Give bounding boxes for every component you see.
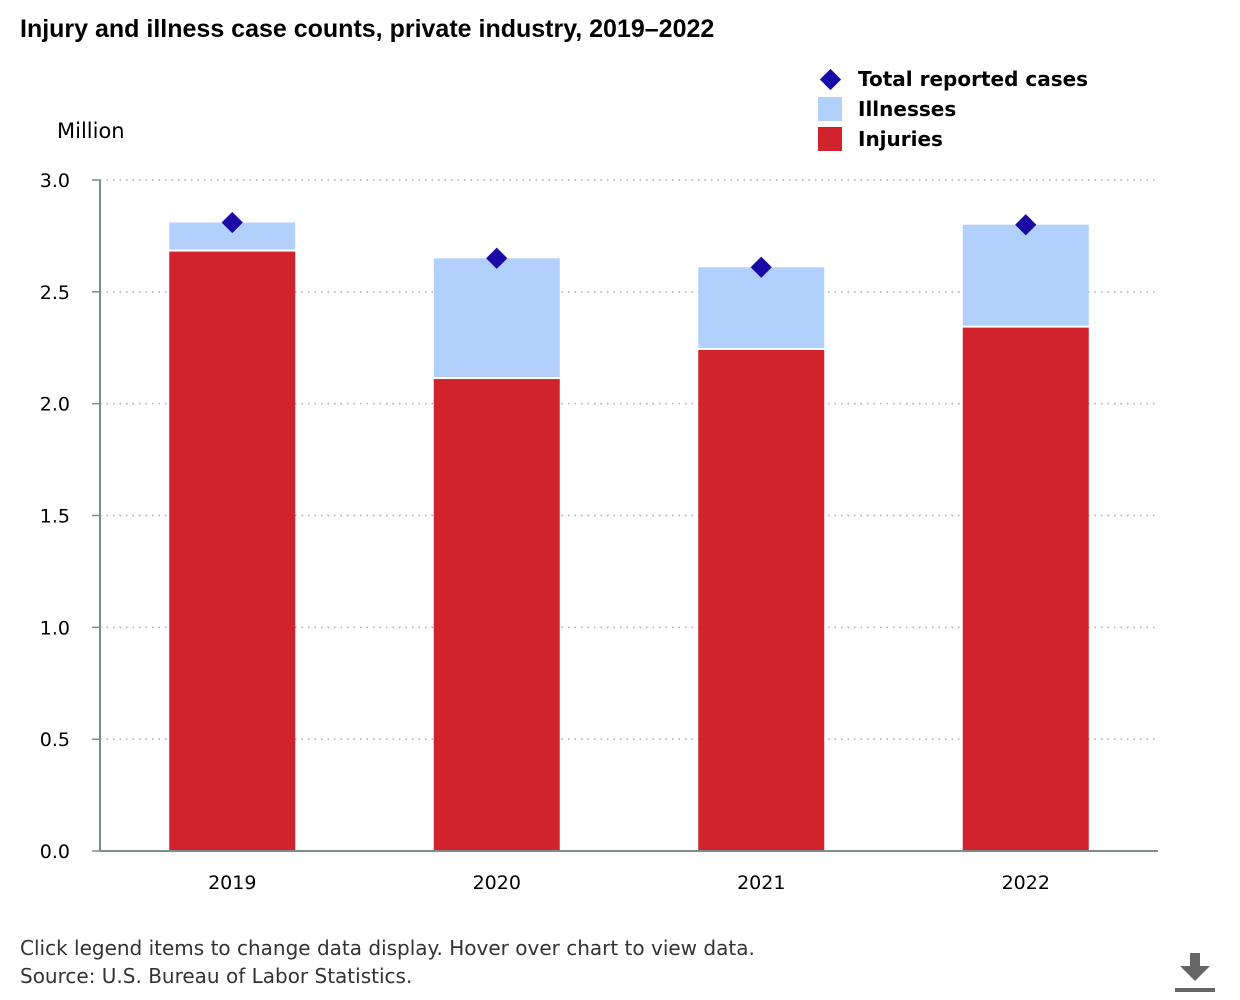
legend-swatch-illnesses	[818, 97, 842, 121]
footnote-instructions: Click legend items to change data displa…	[20, 936, 755, 960]
bar-injuries-2021	[698, 349, 825, 851]
chart-legend: Total reported cases Illnesses Injuries	[818, 64, 1088, 154]
x-tick-label: 2021	[737, 872, 785, 894]
y-tick-label: 2.0	[40, 394, 70, 416]
y-tick-label: 3.0	[40, 170, 70, 192]
y-tick-label: 1.0	[40, 617, 70, 639]
y-tick-label: 2.5	[40, 282, 70, 304]
x-tick-label: 2019	[208, 872, 256, 894]
bar-illnesses-2021	[698, 267, 825, 348]
legend-item-injuries[interactable]: Injuries	[818, 124, 1088, 154]
bar-illnesses-2020	[433, 258, 560, 378]
bar-injuries-2020	[433, 379, 560, 851]
download-icon[interactable]	[1172, 950, 1218, 994]
legend-item-total[interactable]: Total reported cases	[818, 64, 1088, 94]
y-tick-label: 0.5	[40, 729, 70, 751]
x-tick-label: 2020	[473, 872, 521, 894]
legend-item-illnesses[interactable]: Illnesses	[818, 94, 1088, 124]
y-tick-label: 1.5	[40, 506, 70, 528]
y-tick-label: 0.0	[40, 841, 70, 863]
marker-total-2021	[750, 256, 772, 278]
legend-swatch-injuries	[818, 127, 842, 151]
legend-label-illnesses: Illnesses	[858, 97, 957, 121]
legend-label-total: Total reported cases	[858, 67, 1089, 91]
x-tick-label: 2022	[1002, 872, 1050, 894]
bar-injuries-2022	[962, 327, 1089, 851]
bar-illnesses-2022	[962, 224, 1089, 326]
legend-label-injuries: Injuries	[858, 127, 943, 151]
marker-total-2019	[221, 211, 243, 234]
footnote: Click legend items to change data displa…	[20, 934, 755, 990]
chart-title: Injury and illness case counts, private …	[20, 15, 715, 43]
bar-injuries-2019	[169, 251, 296, 851]
y-axis-label: Million	[57, 119, 125, 143]
footnote-source: Source: U.S. Bureau of Labor Statistics.	[20, 964, 413, 988]
